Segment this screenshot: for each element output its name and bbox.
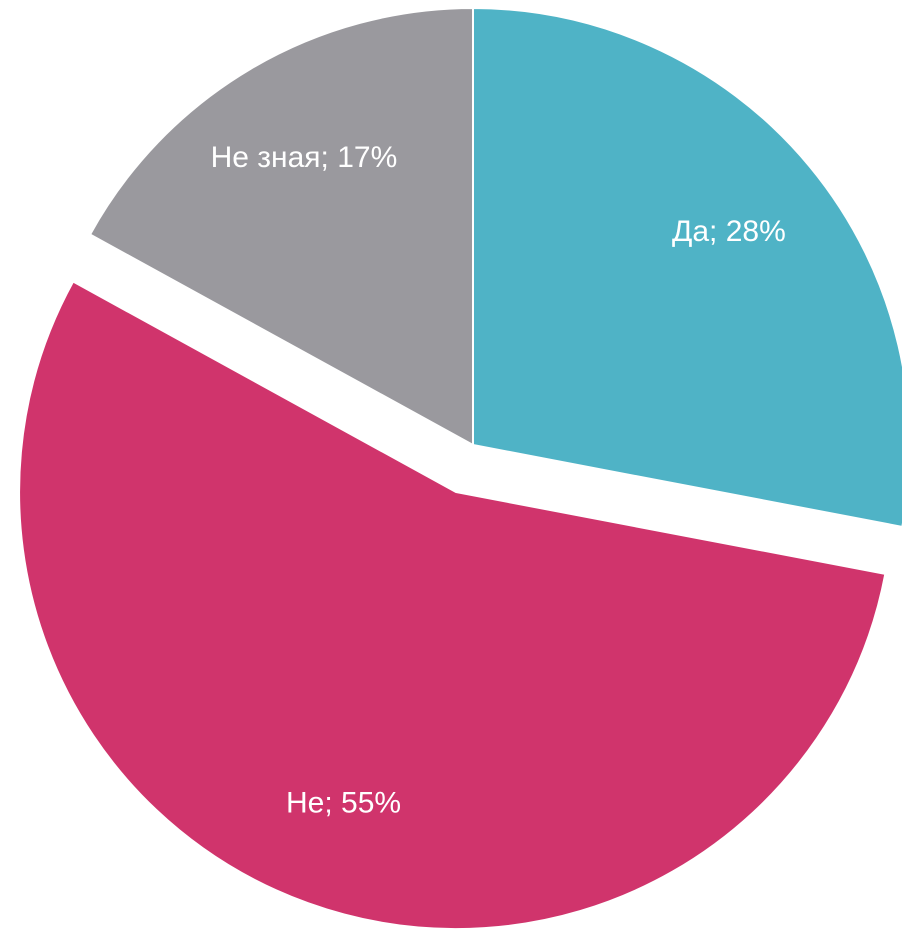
data-label: Не; 55%: [286, 786, 401, 819]
pie-slice: [88, 6, 474, 447]
data-label: Да; 28%: [672, 215, 786, 248]
pie-slice: [472, 6, 902, 528]
data-label: Не зная; 17%: [211, 141, 398, 174]
pie-slice: [18, 280, 887, 930]
